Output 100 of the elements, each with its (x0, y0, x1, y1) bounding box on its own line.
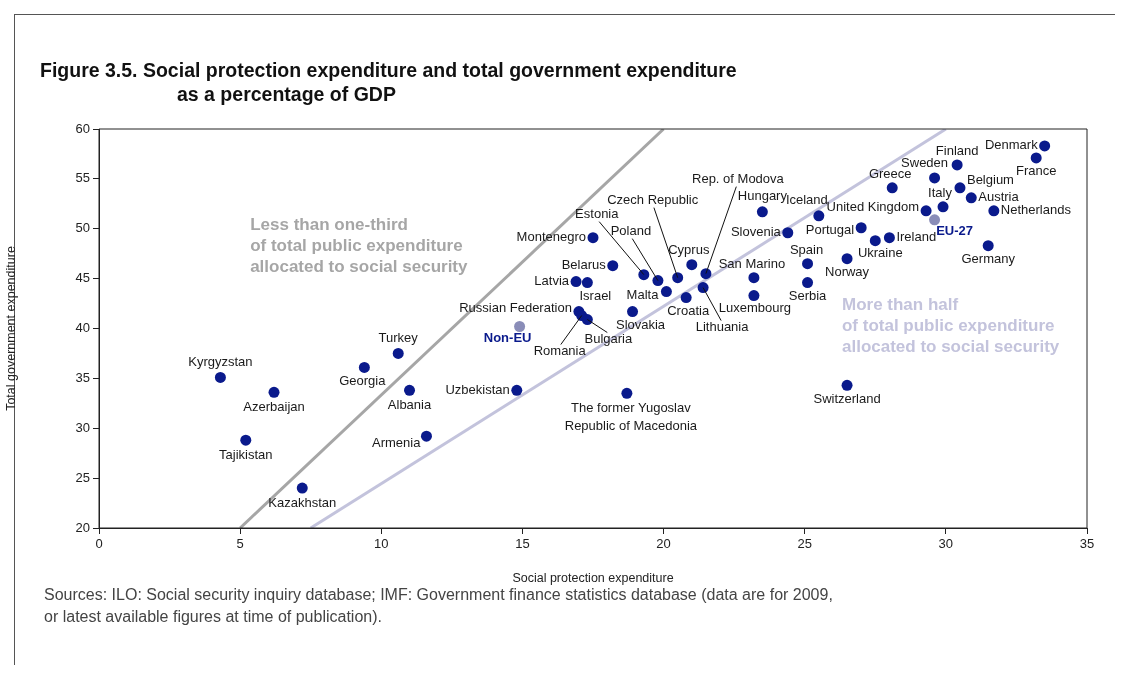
point (802, 277, 814, 289)
point (929, 214, 941, 226)
point (841, 379, 853, 391)
annotation: Azerbaijan (243, 398, 305, 414)
annotation: Netherlands (1000, 202, 1072, 218)
annotation: Turkey (378, 330, 419, 346)
point (1039, 140, 1051, 152)
annotation: Bulgaria (584, 331, 633, 347)
point (929, 172, 941, 184)
annotation: Poland (610, 223, 652, 239)
x-tick-label: 0 (95, 536, 103, 552)
y-tick-label: 50 (75, 220, 90, 236)
point (268, 386, 280, 398)
point (748, 272, 760, 284)
y-tick-label: 30 (75, 419, 90, 435)
point (748, 290, 760, 302)
annotation: Ireland (896, 229, 937, 245)
point (697, 282, 709, 294)
annotation: Ukraine (857, 245, 903, 261)
annotation: Tajikistan (219, 446, 273, 462)
point (420, 430, 432, 442)
point (581, 277, 593, 289)
point (652, 275, 664, 287)
point (883, 232, 895, 244)
point (514, 321, 526, 333)
x-tick-label: 20 (656, 536, 671, 552)
y-tick-label: 60 (75, 120, 90, 136)
x-tick-label: 25 (797, 536, 812, 552)
annotation: Georgia (339, 372, 387, 388)
point (951, 159, 963, 171)
annotation: Norway (825, 264, 870, 280)
annotation: Hungary (737, 188, 788, 204)
point (621, 387, 633, 399)
y-tick-label: 55 (75, 170, 90, 186)
annotation: France (1015, 162, 1057, 178)
annotation: Croatia (667, 303, 710, 319)
annotation: Kyrgyzstan (188, 353, 253, 369)
point (756, 206, 768, 218)
annotation: Non-EU (483, 330, 532, 346)
annotation: EU-27 (936, 223, 973, 239)
point (988, 205, 1000, 217)
annotation: San Marino (718, 256, 786, 272)
point (1030, 152, 1042, 164)
annotation: Latvia (534, 273, 570, 289)
point (638, 269, 650, 281)
x-tick-label: 10 (374, 536, 389, 552)
point (700, 268, 712, 280)
annotation: Belgium (966, 172, 1014, 188)
annotation: Slovenia (730, 224, 782, 240)
point (686, 259, 698, 271)
annotation: Malta (626, 287, 660, 303)
y-tick-label: 40 (75, 320, 90, 336)
point (841, 253, 853, 265)
annotation: Lithuania (695, 319, 750, 335)
annotation: Kazakhstan (268, 494, 337, 510)
y-tick-label: 20 (75, 519, 90, 535)
y-tick-label: 35 (75, 369, 90, 385)
annotation: The former Yugoslav Republic of Macedonia (564, 399, 698, 433)
annotation: Albania (387, 396, 432, 412)
point (358, 361, 370, 373)
annotation: Uzbekistan (445, 381, 510, 397)
point (965, 192, 977, 204)
point (607, 260, 619, 272)
y-tick-label: 25 (75, 469, 90, 485)
annotation: Montenegro (516, 229, 586, 245)
point (660, 286, 672, 298)
annotation: Italy (928, 185, 953, 201)
annotation: Cyprus (668, 242, 710, 258)
point (570, 276, 582, 288)
x-axis-title: Social protection expenditure (512, 570, 674, 585)
x-tick-label: 15 (515, 536, 530, 552)
annotation: Austria (978, 189, 1020, 205)
point (869, 235, 881, 247)
point (954, 182, 966, 194)
point (813, 210, 825, 222)
annotation: Slovakia (615, 317, 666, 333)
annotation: Portugal (805, 222, 855, 238)
point (937, 201, 949, 213)
annotation: Rep. of Modova (692, 171, 785, 187)
point (627, 306, 639, 318)
annotation: Estonia (575, 206, 620, 222)
annotation: United Kingdom (826, 199, 920, 215)
point (672, 272, 684, 284)
x-tick-label: 5 (236, 536, 244, 552)
point (581, 314, 593, 326)
x-tick-label: 35 (1079, 536, 1095, 552)
annotation: Denmark (984, 136, 1039, 152)
point (782, 227, 794, 239)
annotation: Czech Republic (607, 192, 699, 208)
point (511, 384, 523, 396)
series-label: Less than one-third of total public expenditure allocated to social security (250, 215, 469, 277)
point (587, 232, 599, 244)
point (920, 205, 932, 217)
text: More than half of total public expenditure allocated to social security (841, 295, 1060, 357)
point (855, 222, 867, 234)
point (802, 258, 814, 270)
chart-title: Figure 3.5. Social protection expenditure and total government expenditure as a percentage of GDP (40, 58, 738, 106)
point (404, 384, 416, 396)
annotation: Israel (579, 288, 612, 304)
point (392, 347, 404, 359)
